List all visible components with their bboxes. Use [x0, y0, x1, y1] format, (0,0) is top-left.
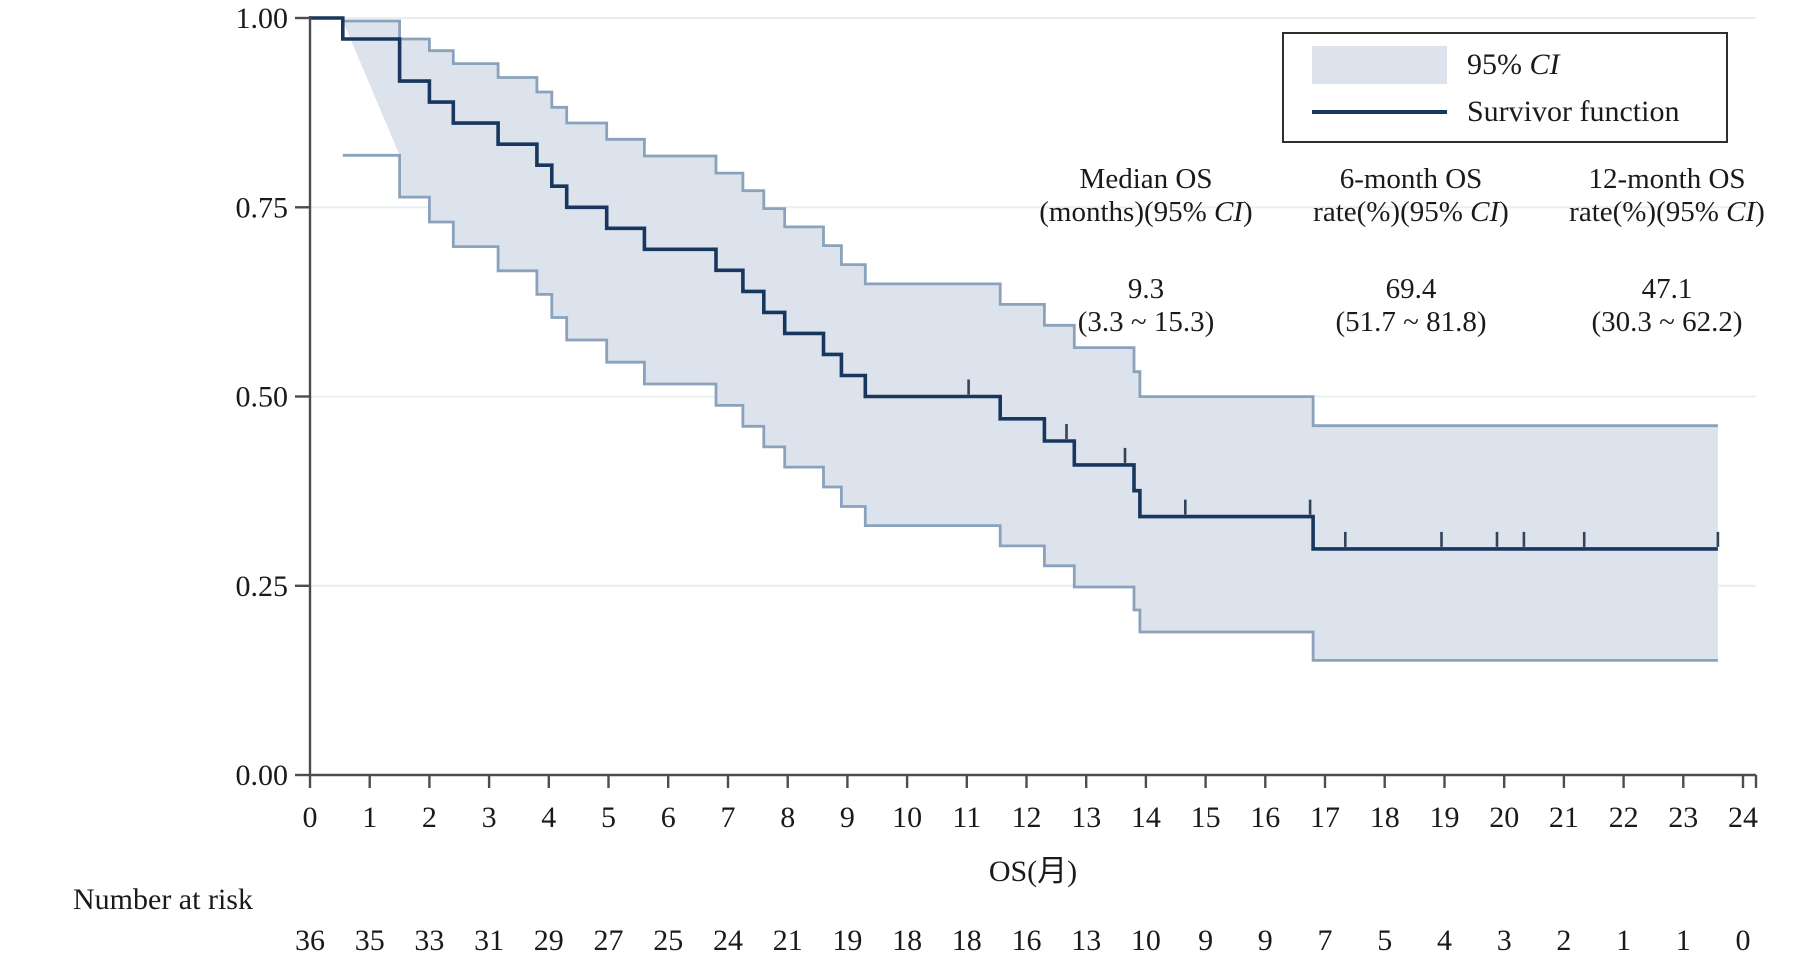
- stat-h2-ci: CI: [1214, 196, 1244, 228]
- x-tick-label: 15: [1191, 801, 1221, 834]
- x-tick-label: 3: [482, 801, 497, 834]
- stat-col-median-os: Median OS (months)(95% CI) 9.3 (3.3 ~ 15.3…: [1039, 163, 1252, 339]
- stat-values: 69.4 (51.7 ~ 81.8): [1313, 273, 1509, 339]
- stat-value: 47.1: [1641, 273, 1693, 305]
- risk-count: 9: [1258, 924, 1273, 957]
- risk-count: 33: [414, 924, 444, 957]
- x-tick-label: 20: [1489, 801, 1519, 834]
- risk-count: 18: [892, 924, 922, 957]
- legend-row-ci: 95% CI: [1312, 45, 1726, 84]
- y-tick-label: 1.00: [236, 2, 289, 35]
- x-tick-label: 6: [661, 801, 676, 834]
- stat-h2-pre: rate(%)(95%: [1569, 196, 1727, 228]
- risk-count: 7: [1318, 924, 1333, 957]
- stat-ci-range: (3.3 ~ 15.3): [1077, 306, 1215, 338]
- x-tick-label: 18: [1370, 801, 1400, 834]
- stat-header: 6-month OS rate(%)(95% CI): [1313, 163, 1509, 229]
- x-tick-label: 2: [422, 801, 437, 834]
- risk-count: 18: [952, 924, 982, 957]
- stat-h2-pre: rate(%)(95%: [1313, 196, 1471, 228]
- risk-count: 5: [1377, 924, 1392, 957]
- x-axis-title: OS(月): [988, 855, 1078, 888]
- legend-row-survivor: Survivor function: [1312, 95, 1726, 129]
- risk-count: 16: [1012, 924, 1042, 957]
- x-tick-label: 4: [541, 801, 556, 834]
- x-tick-label: 7: [721, 801, 736, 834]
- risk-count: 1: [1616, 924, 1631, 957]
- x-tick-label: 16: [1250, 801, 1280, 834]
- x-tick-label: 8: [780, 801, 795, 834]
- stat-value: 9.3: [1127, 273, 1165, 305]
- risk-count: 29: [534, 924, 564, 957]
- stat-h1: 6-month OS: [1339, 163, 1483, 195]
- y-tick-label: 0.25: [236, 570, 289, 603]
- stat-h2-ci: CI: [1726, 196, 1756, 228]
- x-tick-label: 22: [1609, 801, 1639, 834]
- ci-band: [342, 21, 1718, 661]
- x-tick-label: 5: [601, 801, 616, 834]
- risk-count: 4: [1437, 924, 1452, 957]
- risk-count: 36: [295, 924, 325, 957]
- x-tick-label: 17: [1310, 801, 1340, 834]
- stat-h2-ci: CI: [1470, 196, 1500, 228]
- stat-header: Median OS (months)(95% CI): [1039, 163, 1252, 229]
- stat-h1: 12-month OS: [1588, 163, 1746, 195]
- x-tick-label: 24: [1728, 801, 1758, 834]
- stat-col-12-month-os: 12-month OS rate(%)(95% CI) 47.1 (30.3 ~ 6…: [1569, 163, 1765, 339]
- risk-count: 35: [355, 924, 385, 957]
- x-tick-label: 10: [892, 801, 922, 834]
- x-tick-label: 21: [1549, 801, 1579, 834]
- x-tick-label: 14: [1131, 801, 1161, 834]
- stat-values: 47.1 (30.3 ~ 62.2): [1569, 273, 1765, 339]
- risk-count: 0: [1736, 924, 1751, 957]
- risk-count: 2: [1556, 924, 1571, 957]
- risk-count: 10: [1131, 924, 1161, 957]
- stat-h1: Median OS: [1079, 163, 1213, 195]
- legend-ci-prefix: 95%: [1467, 47, 1530, 81]
- x-tick-label: 12: [1012, 801, 1042, 834]
- legend: 95% CI Survivor function: [1282, 32, 1728, 143]
- stat-h2-post: ): [1499, 196, 1509, 228]
- x-tick-label: 11: [952, 801, 981, 834]
- y-tick-label: 0.75: [236, 191, 289, 224]
- legend-ci-label: 95% CI: [1467, 48, 1560, 82]
- risk-count: 3: [1497, 924, 1512, 957]
- stat-h2-post: ): [1243, 196, 1253, 228]
- x-tick-label: 19: [1430, 801, 1460, 834]
- survivor-line-swatch: [1312, 110, 1447, 115]
- risk-count: 24: [713, 924, 743, 957]
- risk-count: 13: [1071, 924, 1101, 957]
- legend-survivor-label: Survivor function: [1467, 95, 1680, 129]
- risk-count: 19: [832, 924, 862, 957]
- stat-values: 9.3 (3.3 ~ 15.3): [1039, 273, 1252, 339]
- stat-ci-range: (51.7 ~ 81.8): [1335, 306, 1487, 338]
- x-tick-label: 13: [1071, 801, 1101, 834]
- legend-ci-italic: CI: [1529, 47, 1560, 81]
- risk-count: 31: [474, 924, 504, 957]
- stat-h2-pre: (months)(95%: [1039, 196, 1215, 228]
- stat-value: 69.4: [1385, 273, 1437, 305]
- risk-count: 9: [1198, 924, 1213, 957]
- survivor-line: [310, 16, 1718, 551]
- x-tick-label: 23: [1668, 801, 1698, 834]
- risk-count: 27: [594, 924, 624, 957]
- ci-lower-edge: [342, 153, 1718, 662]
- y-tick-label: 0.50: [236, 381, 289, 414]
- risk-count: 1: [1676, 924, 1691, 957]
- stat-ci-range: (30.3 ~ 62.2): [1591, 306, 1743, 338]
- ci-upper-edge: [342, 19, 1718, 428]
- stat-col-6-month-os: 6-month OS rate(%)(95% CI) 69.4 (51.7 ~ 81…: [1313, 163, 1509, 339]
- ci-band-swatch: [1312, 45, 1447, 84]
- risk-count: 21: [773, 924, 803, 957]
- stat-header: 12-month OS rate(%)(95% CI): [1569, 163, 1765, 229]
- number-at-risk-label: Number at risk: [73, 883, 253, 916]
- risk-count: 25: [653, 924, 683, 957]
- y-tick-label: 0.00: [236, 759, 289, 792]
- x-tick-label: 1: [362, 801, 377, 834]
- stat-h2-post: ): [1755, 196, 1765, 228]
- x-tick-label: 0: [303, 801, 318, 834]
- x-tick-label: 9: [840, 801, 855, 834]
